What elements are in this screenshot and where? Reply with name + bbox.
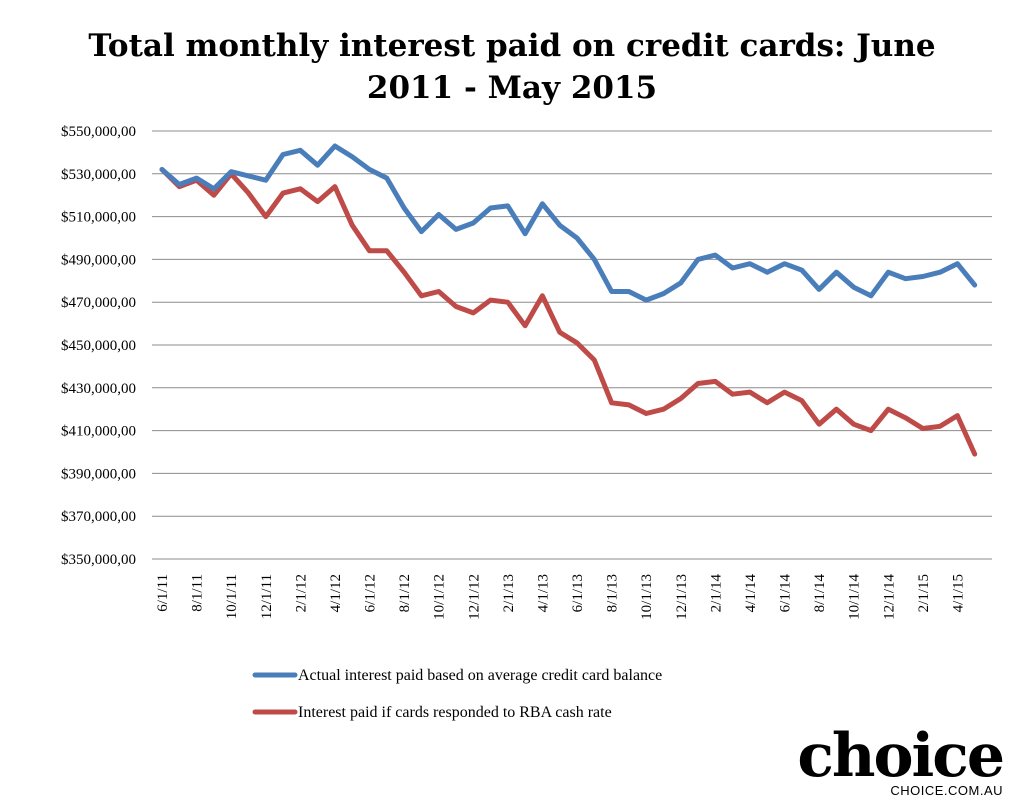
choice-logo-text: choice [797, 721, 1003, 791]
y-tick-label: $410,000,00 [61, 424, 136, 440]
chart-title-line-1: Total monthly interest paid on credit ca… [88, 28, 935, 64]
x-tick-label: 12/1/14 [881, 574, 897, 620]
legend-label: Interest paid if cards responded to RBA … [298, 704, 612, 721]
x-tick-label: 6/1/14 [778, 574, 794, 613]
x-tick-label: 8/1/11 [190, 574, 206, 612]
y-tick-label: $550,000,00 [61, 124, 136, 140]
choice-logo: choice CHOICE.COM.AU [797, 721, 1005, 798]
y-tick-label: $450,000,00 [61, 338, 136, 354]
x-tick-label: 12/1/11 [259, 574, 275, 619]
y-tick-label: $530,000,00 [61, 167, 136, 183]
y-tick-label: $430,000,00 [61, 381, 136, 397]
y-axis-tick-labels: $350,000,00 $370,000,00 $390,000,00 $410,00… [61, 124, 136, 568]
x-tick-label: 4/1/13 [535, 574, 551, 612]
choice-site-url: CHOICE.COM.AU [890, 783, 1003, 798]
x-tick-label: 4/1/12 [328, 574, 344, 612]
x-tick-label: 10/1/14 [847, 574, 863, 620]
chart-title: Total monthly interest paid on credit ca… [88, 28, 935, 106]
x-tick-label: 6/1/13 [570, 574, 586, 612]
x-tick-label: 2/1/14 [708, 574, 724, 613]
y-tick-label: $350,000,00 [61, 552, 136, 568]
series-line [159, 167, 978, 457]
chart-title-line-2: 2011 - May 2015 [367, 70, 657, 106]
x-tick-label: 4/1/14 [743, 574, 759, 613]
gridlines [152, 130, 992, 560]
x-tick-label: 12/1/12 [466, 574, 482, 620]
x-tick-label: 10/1/11 [224, 574, 240, 619]
x-tick-label: 8/1/13 [605, 574, 621, 612]
legend: Actual interest paid based on average cr… [252, 667, 662, 721]
y-tick-label: $370,000,00 [61, 509, 136, 525]
x-tick-label: 8/1/12 [397, 574, 413, 612]
series-lines [159, 143, 978, 457]
y-tick-label: $390,000,00 [61, 466, 136, 482]
x-tick-label: 10/1/13 [639, 574, 655, 620]
x-tick-label: 10/1/12 [432, 574, 448, 620]
y-tick-label: $470,000,00 [61, 295, 136, 311]
y-tick-label: $490,000,00 [61, 252, 136, 268]
x-tick-label: 2/1/15 [916, 574, 932, 612]
x-tick-label: 2/1/12 [293, 574, 309, 612]
y-tick-label: $510,000,00 [61, 210, 136, 226]
x-axis-tick-labels: 6/1/11 8/1/11 10/1/11 12/1/11 2/1/12 4/1/12 6/… [155, 574, 966, 620]
x-tick-label: 12/1/13 [674, 574, 690, 620]
x-tick-label: 2/1/13 [501, 574, 517, 612]
series-line [159, 143, 978, 303]
x-tick-label: 6/1/11 [155, 574, 171, 612]
x-tick-label: 6/1/12 [363, 574, 379, 612]
x-tick-label: 4/1/15 [950, 574, 966, 612]
x-tick-label: 8/1/14 [812, 574, 828, 613]
legend-label: Actual interest paid based on average cr… [298, 667, 662, 684]
